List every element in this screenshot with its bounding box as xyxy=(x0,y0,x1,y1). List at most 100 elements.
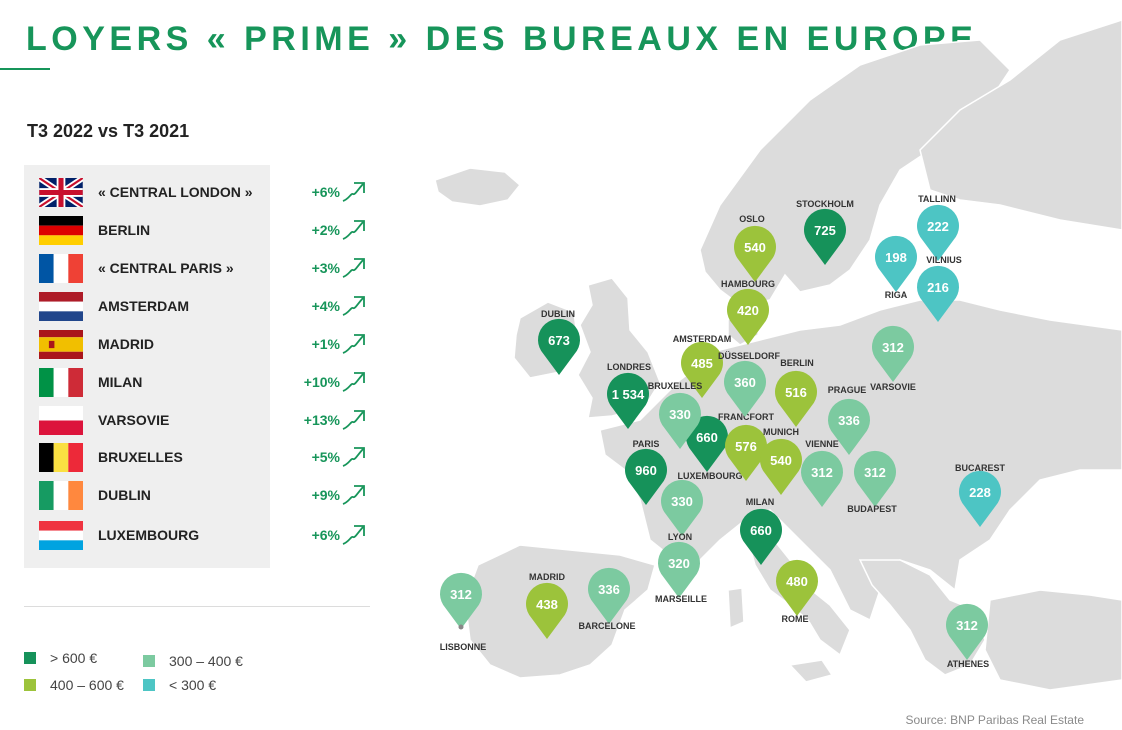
table-row: BRUXELLES +5% xyxy=(24,443,370,473)
trend-up-arrow-icon xyxy=(341,218,367,242)
city-marker: 312 VIENNE xyxy=(801,439,843,507)
map-pin-icon xyxy=(607,372,649,429)
rent-change-value: +5% xyxy=(311,449,340,465)
rent-value: 312 xyxy=(882,340,904,355)
city-label: VARSOVIE xyxy=(870,382,916,392)
city-label: DUBLIN xyxy=(541,309,575,319)
map-pin-icon xyxy=(538,318,580,375)
city-label: DÜSSELDORF xyxy=(718,351,781,361)
map-pin-icon xyxy=(776,559,818,616)
map-pin-icon xyxy=(801,450,843,507)
germany-flag-icon xyxy=(39,216,83,245)
trend-up-arrow-icon xyxy=(341,483,367,507)
trend-up-arrow-icon xyxy=(341,332,367,356)
rent-value: 660 xyxy=(750,523,772,538)
city-marker: 312 VARSOVIE xyxy=(870,325,916,392)
europe-map: 673 DUBLIN 1 534 LONDRES 960 PARIS 660 LUXEMBOU… xyxy=(434,19,1122,691)
city-marker: 725 STOCKHOLM xyxy=(796,199,854,265)
trend-up-arrow-icon xyxy=(341,294,367,318)
city-marker: 420 HAMBOURG xyxy=(721,279,775,345)
rent-change-value: +10% xyxy=(303,374,340,390)
map-pin-icon xyxy=(760,438,802,495)
city-label: LYON xyxy=(668,532,692,542)
city-label: BRUXELLES xyxy=(648,381,703,391)
city-label: MADRID xyxy=(529,572,565,582)
city-label: BUCAREST xyxy=(955,463,1006,473)
map-pin-icon xyxy=(725,424,768,481)
city-label: VIENNE xyxy=(805,439,839,449)
legend-item-300-400: 300 – 400 € xyxy=(143,653,243,669)
rent-value: 312 xyxy=(864,465,886,480)
city-name: LUXEMBOURG xyxy=(98,527,200,543)
city-marker: 320 MARSEILLE xyxy=(655,541,707,604)
uk-flag-icon xyxy=(39,178,83,207)
map-pin-icon xyxy=(658,541,700,598)
city-name: BRUXELLES xyxy=(98,449,183,465)
city-marker: 540 MUNICH xyxy=(760,427,802,495)
city-label: HAMBOURG xyxy=(721,279,775,289)
city-label: ATHENES xyxy=(947,659,989,669)
title-underline xyxy=(0,68,50,70)
city-label: PRAGUE xyxy=(828,385,867,395)
city-marker: 330 LYON xyxy=(661,479,704,542)
rent-change-value: +9% xyxy=(311,487,340,503)
rent-value: 516 xyxy=(785,385,807,400)
city-marker: 336 BARCELONE xyxy=(578,567,636,631)
city-label: RIGA xyxy=(885,290,908,300)
city-marker: 312 ATHENES xyxy=(946,603,989,669)
trend-up-arrow-icon xyxy=(341,180,367,204)
city-name: MILAN xyxy=(98,374,143,390)
legend-item-400-600: 400 – 600 € xyxy=(24,677,124,693)
city-label: ROME xyxy=(782,614,809,624)
map-pin-icon xyxy=(872,325,915,382)
rent-change-value: +3% xyxy=(311,260,340,276)
rent-value: 336 xyxy=(838,413,860,428)
trend-up-arrow-icon xyxy=(341,408,367,432)
trend-up-arrow-icon xyxy=(341,256,367,280)
city-marker: 216 VILNIUS xyxy=(917,255,962,322)
map-pin-icon xyxy=(659,392,701,449)
city-marker: 960 PARIS xyxy=(625,439,667,505)
city-label: BARCELONE xyxy=(578,621,635,631)
rent-value: 320 xyxy=(668,556,690,571)
city-marker: 222 TALLINN xyxy=(917,194,960,261)
table-row: MILAN +10% xyxy=(24,368,370,398)
map-pin-icon xyxy=(946,603,988,660)
rent-value: 312 xyxy=(956,618,978,633)
rent-value: 336 xyxy=(598,582,620,597)
legend-label: > 600 € xyxy=(50,650,98,666)
map-pin-icon xyxy=(854,450,897,507)
luxembourg-flag-icon xyxy=(39,521,83,550)
trend-up-arrow-icon xyxy=(341,445,367,469)
rent-change-value: +6% xyxy=(311,527,340,543)
city-marker: 360 DÜSSELDORF xyxy=(718,351,781,417)
city-label: MILAN xyxy=(746,497,775,507)
rent-value: 330 xyxy=(671,494,693,509)
map-pin-icon xyxy=(734,225,776,282)
city-name: MADRID xyxy=(98,336,154,352)
city-marker: 540 OSLO xyxy=(734,214,776,282)
city-marker: 673 DUBLIN xyxy=(538,309,580,375)
legend-item-under-300: < 300 € xyxy=(143,677,216,693)
legend-swatch-mint xyxy=(143,655,155,667)
ireland-flag-icon xyxy=(39,481,83,510)
legend-swatch-light-green xyxy=(24,679,36,691)
italy-flag-icon xyxy=(39,368,83,397)
city-name: AMSTERDAM xyxy=(98,298,189,314)
city-label: LONDRES xyxy=(607,362,651,372)
city-label: LISBONNE xyxy=(440,642,487,652)
spain-flag-icon xyxy=(39,330,83,359)
legend-swatch-dark-green xyxy=(24,652,36,664)
city-marker: 660 LUXEMBOURG xyxy=(678,415,743,481)
table-row: AMSTERDAM +4% xyxy=(24,292,370,322)
netherlands-flag-icon xyxy=(39,292,83,321)
city-marker: 1 534 LONDRES xyxy=(607,362,651,429)
map-pin-icon xyxy=(724,360,767,417)
rent-change-value: +4% xyxy=(311,298,340,314)
map-pin-icon xyxy=(661,479,704,536)
rent-value: 1 534 xyxy=(612,387,645,402)
city-marker: 576 FRANCFORT xyxy=(718,412,774,481)
map-pin-icon xyxy=(917,204,960,261)
map-pin-icon xyxy=(803,208,846,265)
city-label: LUXEMBOURG xyxy=(678,471,743,481)
